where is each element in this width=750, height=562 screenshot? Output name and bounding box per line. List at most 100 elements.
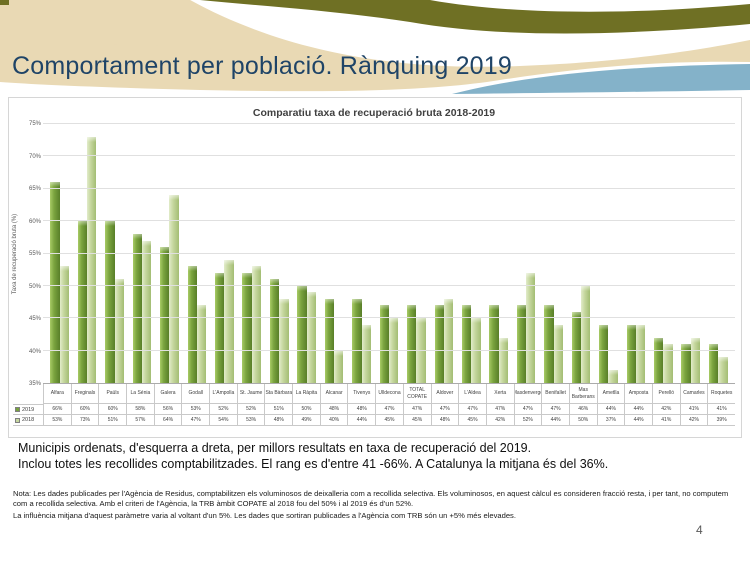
- bar-2019: [544, 305, 554, 383]
- bar-2018: [498, 337, 509, 383]
- grid-line: [43, 284, 735, 286]
- y-tick-label: 60%: [28, 218, 41, 225]
- bar-2018: [196, 305, 207, 383]
- bar-2019: [489, 305, 499, 383]
- value-cell-2018: 45%: [375, 415, 403, 425]
- bar-2018: [279, 298, 289, 383]
- bar-2018: [608, 370, 618, 383]
- y-tick-label: 40%: [28, 348, 41, 355]
- category-label: Sta Bàrbara: [264, 384, 292, 403]
- value-cell-2018: 47%: [181, 415, 209, 425]
- page-number: 4: [696, 523, 703, 537]
- bar-group: [266, 124, 293, 383]
- value-cell-2018: 64%: [153, 415, 182, 425]
- bar-group: [348, 124, 375, 383]
- legend-label-2018: 2018: [22, 417, 35, 423]
- bar-2018: [59, 266, 70, 383]
- bar-2018: [361, 324, 371, 383]
- value-cell-2018: 44%: [347, 415, 375, 425]
- note-line-2: La influència mitjana d'aquest paràmetre…: [13, 510, 516, 520]
- value-cell-2019: 44%: [624, 404, 652, 414]
- category-label: TOTAL COPATE: [402, 384, 431, 403]
- value-cell-2019: 47%: [458, 404, 486, 414]
- table-corner: [13, 384, 43, 404]
- bar-group: [128, 124, 155, 383]
- value-cell-2018: 57%: [126, 415, 154, 425]
- value-cell-2018: 41%: [651, 415, 680, 425]
- bar-2019: [708, 344, 719, 383]
- bar-group: [238, 124, 265, 383]
- y-tick-label: 50%: [28, 283, 41, 290]
- body-line-2: Inclou totes les recollides comptabilitz…: [18, 457, 609, 472]
- category-label: L'Aldea: [458, 384, 486, 403]
- value-cell-2018: 53%: [43, 415, 71, 425]
- bar-group: [73, 124, 100, 383]
- y-tick-label: 65%: [28, 186, 41, 192]
- value-cell-2019: 47%: [430, 404, 459, 414]
- category-label: Benifallet: [541, 384, 569, 403]
- bar-2018: [251, 266, 262, 383]
- value-cell-2019: 47%: [513, 404, 542, 414]
- category-label: St. Jaume: [236, 384, 265, 403]
- bar-2018: [142, 240, 152, 383]
- bar-2018: [416, 318, 426, 383]
- bar-group: [622, 124, 649, 383]
- value-cell-2018: 39%: [707, 415, 735, 425]
- bar-2019: [654, 337, 664, 383]
- category-label: Galera: [153, 384, 182, 403]
- value-cell-2018: 44%: [624, 415, 652, 425]
- bar-2018: [581, 285, 591, 383]
- category-label: Tivenys: [347, 384, 375, 403]
- bar-2019: [379, 305, 389, 383]
- bar-2019: [215, 272, 225, 383]
- value-cell-2019: 41%: [679, 404, 708, 414]
- value-cell-2018: 48%: [430, 415, 459, 425]
- bar-group: [320, 124, 347, 383]
- grid-line: [43, 155, 735, 157]
- bar-2018: [690, 337, 701, 383]
- legend-swatch-2019: [15, 407, 20, 412]
- bars-container: [43, 124, 735, 383]
- category-label: Roquetes: [707, 384, 735, 403]
- value-cell-2019: 47%: [541, 404, 569, 414]
- plot-area: [43, 123, 735, 384]
- bar-group: [156, 124, 183, 383]
- value-cell-2019: 52%: [209, 404, 237, 414]
- bar-2018: [388, 318, 399, 383]
- bar-2018: [718, 357, 728, 383]
- category-label: Alfara: [43, 384, 71, 403]
- bar-2018: [471, 318, 481, 383]
- body-line-1: Municipis ordenats, d'esquerra a dreta, …: [18, 441, 532, 455]
- bar-group: [595, 124, 622, 383]
- grid-line: [43, 349, 735, 351]
- category-label: La Ràpita: [292, 384, 320, 403]
- value-cell-2018: 73%: [70, 415, 99, 425]
- category-label: Perelló: [651, 384, 680, 403]
- bar-2019: [187, 266, 197, 383]
- beige-top-left: [0, 0, 330, 56]
- value-cell-2019: 56%: [153, 404, 182, 414]
- body-text: Municipis ordenats, d'esquerra a dreta, …: [18, 440, 732, 473]
- category-label: Ametlla: [596, 384, 625, 403]
- y-tick-label: 75%: [28, 121, 41, 127]
- bar-2019: [571, 311, 582, 383]
- legend-swatch-2018: [15, 417, 20, 423]
- y-tick-label: 70%: [28, 153, 41, 160]
- bar-2019: [516, 305, 527, 383]
- bar-2019: [434, 305, 444, 383]
- value-cell-2018: 44%: [541, 415, 569, 425]
- category-label: Godall: [181, 384, 209, 403]
- y-tick-label: 45%: [28, 316, 41, 322]
- value-cell-2018: 45%: [402, 415, 431, 425]
- value-cell-2019: 50%: [292, 404, 320, 414]
- category-label: Camarles: [679, 384, 708, 403]
- bar-group: [293, 124, 320, 383]
- bar-2018: [635, 324, 646, 383]
- bar-2019: [105, 221, 115, 383]
- value-cell-2019: 48%: [319, 404, 348, 414]
- category-label: Amposta: [624, 384, 652, 403]
- category-label: La Sénia: [126, 384, 154, 403]
- bar-2019: [626, 324, 636, 383]
- grid-line: [43, 123, 735, 124]
- bar-2019: [461, 305, 472, 383]
